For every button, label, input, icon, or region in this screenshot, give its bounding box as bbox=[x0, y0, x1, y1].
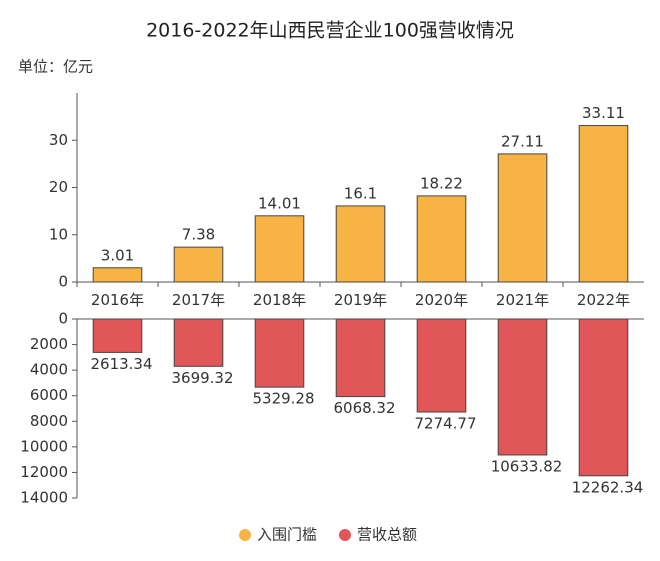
y-tick-label: 30 bbox=[49, 131, 68, 149]
bar bbox=[335, 205, 386, 283]
chart-title: 2016-2022年山西民营企业100强营收情况 bbox=[146, 20, 514, 42]
bar bbox=[497, 153, 548, 283]
x-tick-label: 2021年 bbox=[496, 291, 549, 309]
y-tick-label: 20 bbox=[49, 178, 68, 196]
bar bbox=[92, 267, 143, 283]
bar bbox=[416, 195, 467, 283]
value-label: 5329.28 bbox=[252, 390, 314, 408]
y2-tick-label: 12000 bbox=[20, 463, 68, 481]
bar bbox=[92, 318, 143, 353]
bar bbox=[254, 215, 305, 283]
value-label: 16.1 bbox=[344, 184, 377, 202]
bar bbox=[416, 318, 467, 413]
x-tick-label: 2019年 bbox=[334, 291, 387, 309]
x-tick-label: 2020年 bbox=[415, 291, 468, 309]
y2-tick-label: 2000 bbox=[30, 335, 68, 353]
value-label: 14.01 bbox=[258, 194, 301, 212]
value-label: 10633.82 bbox=[491, 457, 563, 475]
bar bbox=[578, 125, 629, 283]
y-tick-label: 0 bbox=[58, 273, 68, 291]
y2-tick-label: 14000 bbox=[20, 489, 68, 507]
bar bbox=[578, 318, 629, 477]
value-label: 3.01 bbox=[101, 246, 134, 264]
y2-tick-label: 4000 bbox=[30, 361, 68, 379]
value-label: 7.38 bbox=[182, 226, 215, 244]
legend-marker bbox=[239, 529, 251, 541]
value-label: 7274.77 bbox=[414, 415, 476, 433]
unit-label: 单位：亿元 bbox=[18, 58, 93, 76]
value-label: 18.22 bbox=[420, 174, 463, 192]
value-label: 2613.34 bbox=[90, 355, 152, 373]
x-tick-label: 2022年 bbox=[577, 291, 630, 309]
value-label: 6068.32 bbox=[333, 399, 395, 417]
value-label: 27.11 bbox=[501, 132, 544, 150]
bar bbox=[254, 318, 305, 388]
value-label: 33.11 bbox=[582, 104, 625, 122]
x-tick-label: 2016年 bbox=[91, 291, 144, 309]
bar bbox=[335, 318, 386, 398]
bar bbox=[173, 318, 224, 367]
y2-tick-label: 10000 bbox=[20, 437, 68, 455]
x-tick-label: 2017年 bbox=[172, 291, 225, 309]
legend-label: 营收总额 bbox=[357, 526, 417, 544]
value-label: 3699.32 bbox=[171, 369, 233, 387]
y2-tick-label: 8000 bbox=[30, 412, 68, 430]
legend-marker bbox=[339, 529, 351, 541]
bar bbox=[173, 246, 224, 283]
y-tick-label: 10 bbox=[49, 225, 68, 243]
legend-label: 入围门槛 bbox=[257, 526, 317, 544]
bar bbox=[497, 318, 548, 456]
y2-tick-label: 0 bbox=[58, 310, 68, 328]
y2-tick-label: 6000 bbox=[30, 386, 68, 404]
value-label: 12262.34 bbox=[572, 478, 644, 496]
x-tick-label: 2018年 bbox=[253, 291, 306, 309]
